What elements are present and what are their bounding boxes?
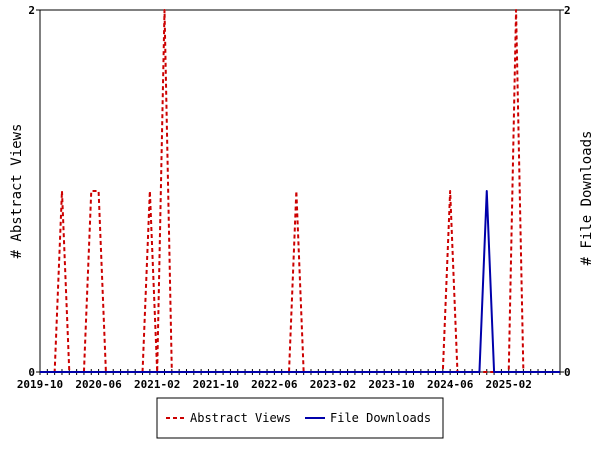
legend: Abstract Views File Downloads (156, 397, 444, 439)
x-tick-label: 2023-02 (310, 378, 356, 391)
x-axis-tick-labels: 2019-10 2020-06 2021-02 2021-10 2022-06 2023-… (17, 378, 532, 391)
y-axis-right-title: # File Downloads (579, 131, 595, 266)
legend-label-abstract-views: Abstract Views (190, 411, 291, 425)
series-layer (40, 9, 560, 373)
x-tick-label: 2020-06 (75, 378, 122, 391)
y-axis-ticks: 0 2 0 2 (28, 4, 570, 379)
y-left-tick-label: 2 (28, 4, 35, 17)
legend-box (156, 397, 444, 439)
x-tick-label: 2019-10 (17, 378, 63, 391)
x-tick-label: 2021-10 (193, 378, 239, 391)
legend-label-file-downloads: File Downloads (330, 411, 431, 425)
x-tick-label: 2021-02 (134, 378, 180, 391)
y-axis-left-title: # Abstract Views (9, 124, 25, 259)
x-tick-label: 2025-02 (486, 378, 532, 391)
x-tick-label: 2024-06 (427, 378, 474, 391)
series-line-file-downloads (40, 190, 560, 373)
x-tick-label: 2023-10 (368, 378, 414, 391)
y-right-tick-label: 2 (564, 4, 571, 17)
y-left-tick-label: 0 (28, 366, 35, 379)
x-tick-label: 2022-06 (251, 378, 298, 391)
y-right-tick-label: 0 (564, 366, 571, 379)
